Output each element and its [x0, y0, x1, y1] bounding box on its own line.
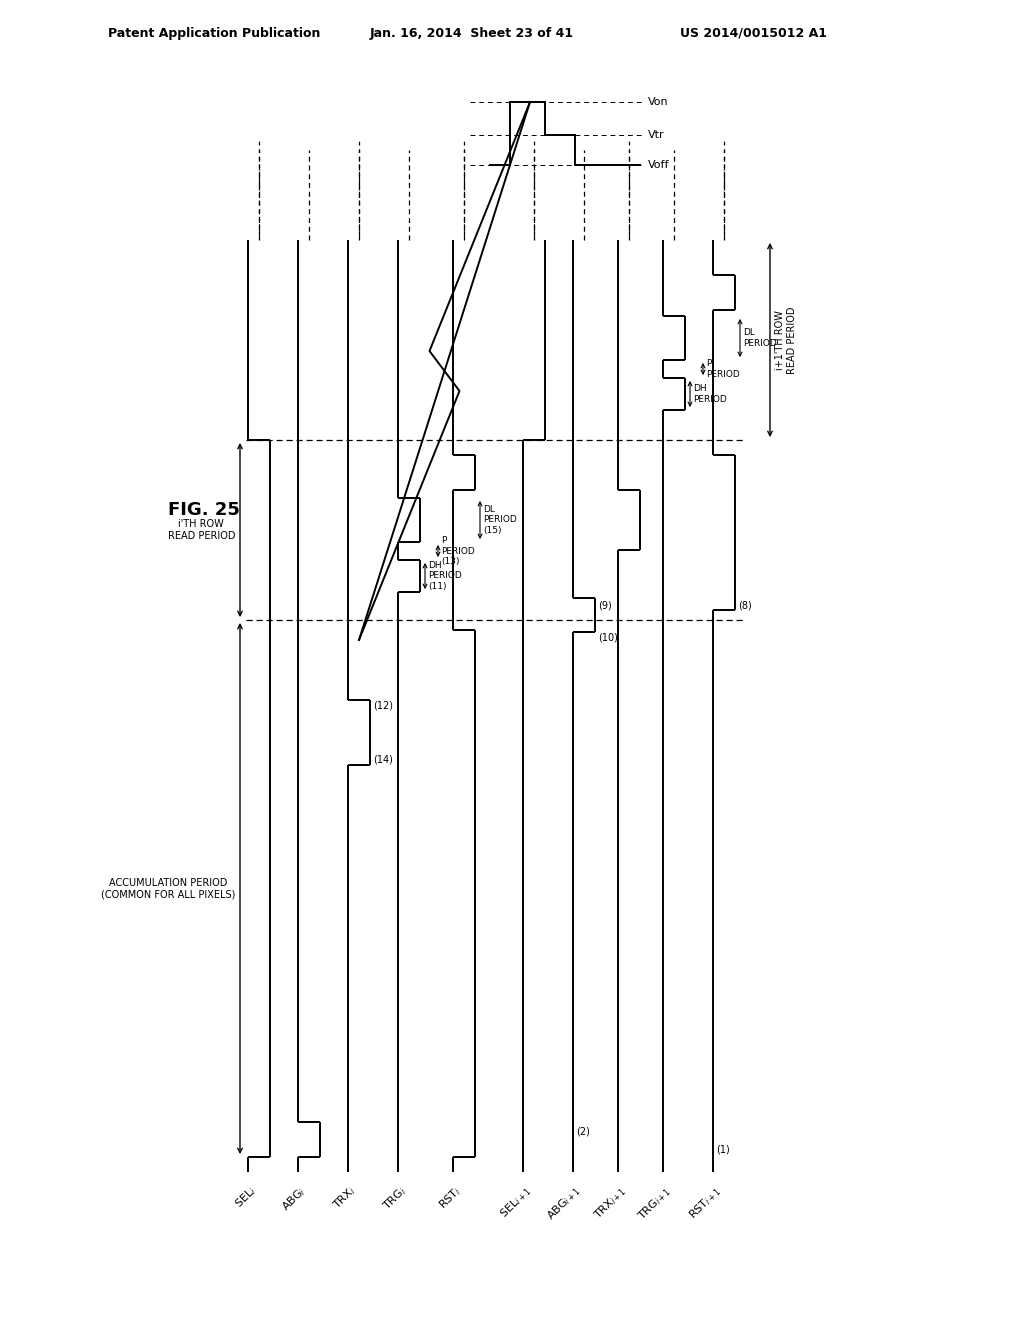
Text: ABG$_i$: ABG$_i$ [280, 1184, 309, 1213]
Text: (2): (2) [575, 1127, 590, 1137]
Text: US 2014/0015012 A1: US 2014/0015012 A1 [680, 26, 827, 40]
Text: Patent Application Publication: Patent Application Publication [108, 26, 321, 40]
Text: Von: Von [648, 96, 669, 107]
Text: Voff: Voff [648, 160, 670, 170]
Text: TRG$_i$: TRG$_i$ [380, 1184, 409, 1213]
Text: Vtr: Vtr [648, 129, 665, 140]
Text: ABG$_{i+1}$: ABG$_{i+1}$ [545, 1184, 584, 1224]
Text: Jan. 16, 2014  Sheet 23 of 41: Jan. 16, 2014 Sheet 23 of 41 [370, 26, 574, 40]
Text: TRG$_{i+1}$: TRG$_{i+1}$ [635, 1184, 674, 1222]
Text: (10): (10) [598, 632, 617, 642]
Text: SEL$_i$: SEL$_i$ [231, 1184, 259, 1210]
Text: DL
PERIOD: DL PERIOD [743, 329, 777, 347]
Text: RST$_{i+1}$: RST$_{i+1}$ [686, 1184, 724, 1222]
Text: DH
PERIOD
(11): DH PERIOD (11) [428, 561, 462, 591]
Text: DL
PERIOD
(15): DL PERIOD (15) [483, 506, 517, 535]
Text: i'TH ROW
READ PERIOD: i'TH ROW READ PERIOD [168, 519, 234, 541]
Text: P
PERIOD: P PERIOD [706, 359, 739, 379]
Text: TRX$_i$: TRX$_i$ [331, 1184, 359, 1212]
Text: (14): (14) [373, 755, 393, 766]
Text: FIG. 25: FIG. 25 [168, 502, 240, 519]
Text: i+1'TH ROW
READ PERIOD: i+1'TH ROW READ PERIOD [775, 306, 797, 374]
Text: (1): (1) [716, 1144, 730, 1154]
Text: (12): (12) [373, 700, 393, 710]
Text: TRX$_{i+1}$: TRX$_{i+1}$ [591, 1184, 629, 1222]
Text: (8): (8) [738, 601, 752, 610]
Text: (9): (9) [598, 601, 611, 610]
Text: P
PERIOD
(13): P PERIOD (13) [441, 536, 475, 566]
Text: DH
PERIOD: DH PERIOD [693, 384, 727, 404]
Text: ACCUMULATION PERIOD
(COMMON FOR ALL PIXELS): ACCUMULATION PERIOD (COMMON FOR ALL PIXE… [100, 878, 234, 899]
Text: RST$_i$: RST$_i$ [436, 1184, 464, 1212]
Text: SEL$_{i+1}$: SEL$_{i+1}$ [497, 1184, 534, 1221]
